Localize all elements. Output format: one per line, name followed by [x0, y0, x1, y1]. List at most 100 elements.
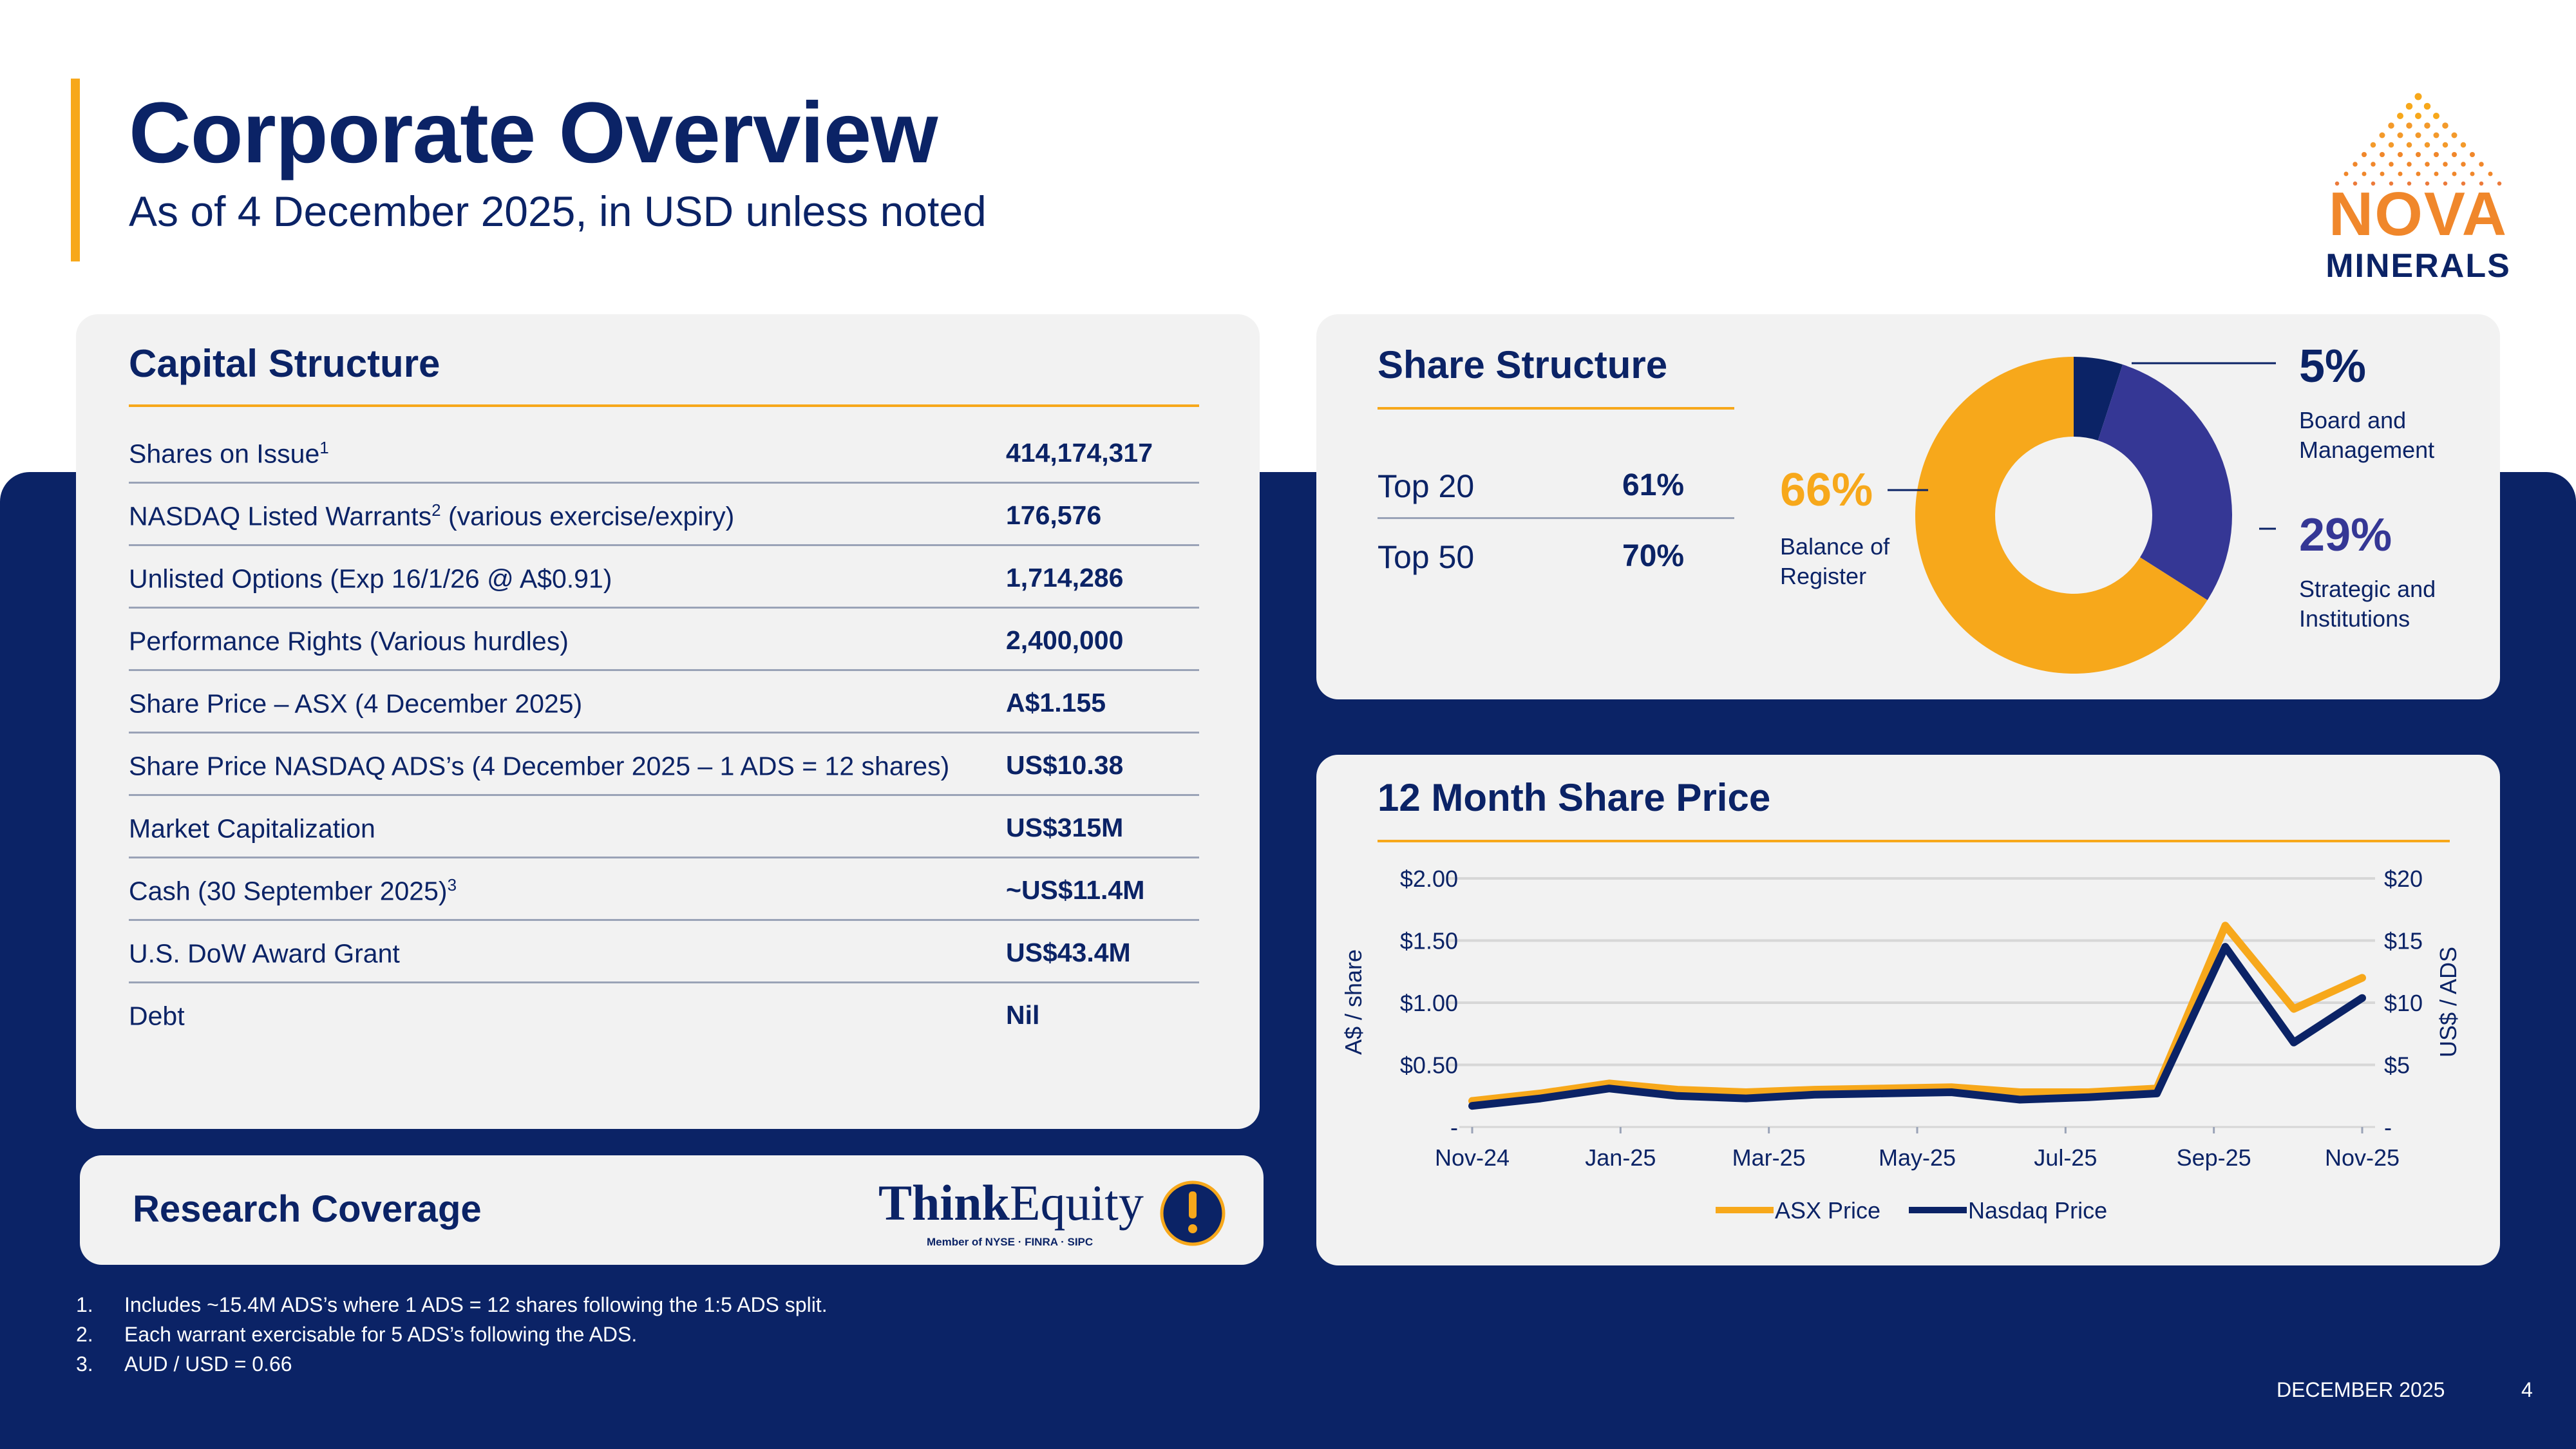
table-row: Cash (30 September 2025)3 ~US$11.4M — [129, 858, 1199, 921]
left-tick-label: - — [1450, 1114, 1458, 1141]
logo-dot — [2388, 142, 2394, 148]
row-label: Cash (30 September 2025)3 — [129, 875, 457, 906]
x-tick-label: May-25 — [1879, 1144, 1956, 1171]
right-tick-label: $5 — [2384, 1052, 2410, 1079]
row-value: 176,576 — [1006, 500, 1102, 530]
row-value: 414,174,317 — [1006, 438, 1153, 468]
share-structure-title: Share Structure — [1378, 343, 1668, 386]
row-value: US$43.4M — [1006, 938, 1131, 967]
logo-dot — [2416, 152, 2421, 157]
left-axis-ticks: - $0.50 $1.00 $1.50 $2.00 — [1400, 866, 1458, 1141]
row-label: Performance Rights (Various hurdles) — [129, 626, 569, 656]
left-tick-label: $2.00 — [1400, 866, 1458, 892]
x-tick-label: Nov-24 — [1435, 1144, 1510, 1171]
logo-dot — [2479, 162, 2484, 167]
svg-text:Member of NYSE · FINRA · SIPC: Member of NYSE · FINRA · SIPC — [927, 1236, 1093, 1248]
logo-dot — [2405, 102, 2413, 110]
footnotes: 1. Includes ~15.4M ADS’s where 1 ADS = 12… — [76, 1290, 828, 1379]
donut-slice — [1915, 357, 2208, 674]
logo-dot — [2451, 132, 2458, 138]
logo-dot — [2407, 181, 2412, 186]
table-row: Performance Rights (Various hurdles) 2,4… — [129, 609, 1199, 671]
row-label: Unlisted Options (Exp 16/1/26 @ A$0.91) — [129, 564, 612, 594]
logo-dot — [2398, 152, 2403, 157]
logo-dot — [2371, 181, 2376, 186]
top-holders-label: Top 20 — [1378, 468, 1475, 504]
chart-legend: ASX Price Nasdaq Price — [1716, 1197, 2107, 1224]
logo-dot — [2389, 181, 2394, 186]
research-coverage-title: Research Coverage — [133, 1188, 482, 1230]
footnote-item: 3. AUD / USD = 0.66 — [76, 1352, 292, 1376]
strategic-institutions-percent: 29% — [2299, 509, 2392, 561]
logo-dot — [2406, 122, 2412, 129]
row-value: Nil — [1006, 1000, 1040, 1030]
share-price-title: 12 Month Share Price — [1378, 776, 1771, 819]
table-row: Debt Nil — [129, 983, 1199, 1046]
logo-word-minerals: MINERALS — [2325, 247, 2511, 285]
donut-slice — [2074, 357, 2123, 440]
left-axis-label: A$ / share — [1340, 949, 1367, 1055]
logo-dot — [2425, 181, 2430, 186]
logo-dot — [2452, 171, 2457, 176]
logo-dot — [2398, 171, 2403, 176]
table-row: NASDAQ Listed Warrants2 (various exercis… — [129, 484, 1199, 546]
row-label: Debt — [129, 1001, 185, 1031]
legend-label: ASX Price — [1775, 1197, 1880, 1224]
row-value: 2,400,000 — [1006, 625, 1124, 655]
row-label: Market Capitalization — [129, 813, 375, 844]
row-label: NASDAQ Listed Warrants2 (various exercis… — [129, 500, 735, 531]
logo-dot — [2442, 142, 2448, 148]
top-holders-value: 70% — [1622, 539, 1685, 573]
balance-of-register-label: Balance of Register — [1780, 533, 1890, 589]
logo-dot — [2362, 171, 2367, 176]
logo-dot — [2380, 171, 2385, 176]
logo-dot — [2406, 142, 2412, 148]
left-tick-label: $1.50 — [1400, 928, 1458, 954]
row-value: ~US$11.4M — [1006, 875, 1145, 905]
x-tick-label: Jul-25 — [2034, 1144, 2097, 1171]
logo-dot — [2397, 113, 2403, 119]
x-tick-label: Nov-25 — [2325, 1144, 2400, 1171]
logo-dot — [2461, 162, 2466, 167]
nova-minerals-logo: NOVA MINERALS — [2325, 93, 2511, 285]
logo-dot — [2470, 171, 2475, 176]
logo-dot — [2362, 152, 2367, 157]
series-line-asx-price — [1468, 922, 2366, 1105]
logo-dot — [2443, 181, 2448, 186]
balance-of-register-percent: 66% — [1780, 464, 1873, 516]
share-price-panel: 12 Month Share Price - $0.50 $1.00 $1.50 $2.… — [1316, 755, 2500, 1265]
right-axis-ticks: - $5 $10 $15 $20 — [2384, 866, 2423, 1141]
logo-dot — [2353, 181, 2358, 186]
x-axis-ticks: Nov-24 Jan-25 Mar-25 May-25 Jul-25 Sep-25 Nov-… — [1435, 1127, 2400, 1171]
capital-structure-panel: Capital Structure Shares on Issue1 414,1… — [76, 314, 1260, 1129]
logo-dot — [2460, 142, 2467, 148]
table-row: Unlisted Options (Exp 16/1/26 @ A$0.91) … — [129, 546, 1199, 609]
page-number: 4 — [2521, 1378, 2533, 1401]
logo-dot — [2497, 181, 2502, 186]
logo-dot — [2397, 132, 2403, 138]
row-label: U.S. DoW Award Grant — [129, 938, 400, 969]
x-tick-label: Sep-25 — [2177, 1144, 2251, 1171]
donut-slice — [2098, 365, 2232, 600]
right-tick-label: $15 — [2384, 928, 2423, 954]
legend-label: Nasdaq Price — [1968, 1197, 2107, 1224]
row-label: Share Price NASDAQ ADS’s (4 December 202… — [129, 751, 950, 781]
footer-date: DECEMBER 2025 — [2277, 1378, 2445, 1401]
table-row: U.S. DoW Award Grant US$43.4M — [129, 921, 1199, 983]
capital-structure-rule — [129, 404, 1199, 407]
top-holders-label: Top 50 — [1378, 539, 1475, 575]
logo-dot — [2407, 162, 2412, 167]
logo-dot — [2424, 122, 2430, 129]
logo-dot — [2434, 152, 2439, 157]
table-row: Shares on Issue1 414,174,317 — [129, 421, 1199, 484]
top-holders-value: 61% — [1622, 468, 1685, 502]
logo-dot — [2443, 162, 2448, 167]
board-management-percent: 5% — [2299, 341, 2367, 392]
footnote-item: 1. Includes ~15.4M ADS’s where 1 ADS = 12… — [76, 1293, 828, 1316]
strategic-institutions-label: Strategic and Institutions — [2299, 576, 2436, 632]
research-coverage-panel: Research Coverage ThinkEquity Member of … — [80, 1155, 1264, 1265]
share-price-rule — [1378, 840, 2450, 842]
logo-dot — [2424, 142, 2430, 148]
share-structure-panel: Share Structure Top 20 61% Top 50 70% 66… — [1316, 314, 2500, 699]
x-tick-label: Jan-25 — [1585, 1144, 1656, 1171]
